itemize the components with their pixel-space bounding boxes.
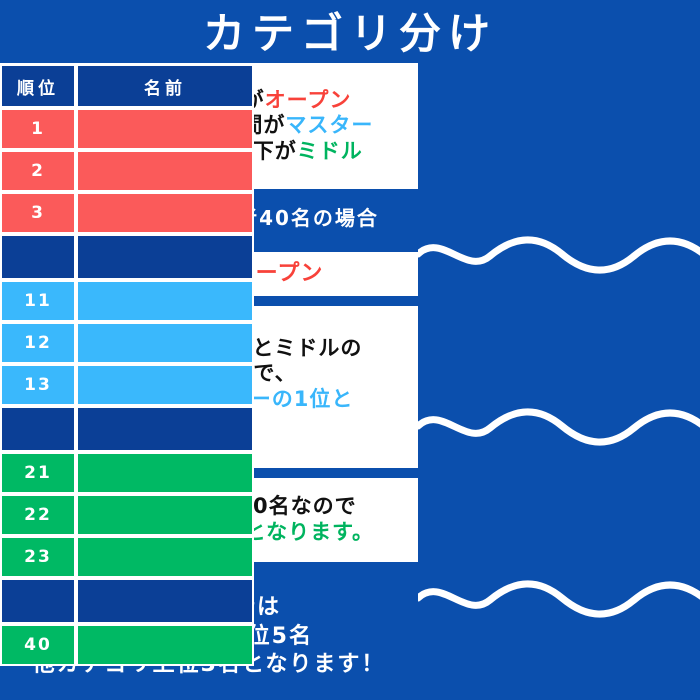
table-cell-name (76, 624, 254, 666)
page-title: カテゴリ分け (202, 8, 497, 58)
table-cell-rank: 40 (0, 624, 76, 666)
table-cell-name (76, 494, 254, 536)
text-span-open: オープン (264, 87, 352, 112)
table-cell-name (76, 108, 254, 150)
table-cell-rank (0, 578, 76, 624)
table-cell-rank: 2 (0, 150, 76, 192)
table-cell-rank: 1 (0, 108, 76, 150)
table-cell-rank: 12 (0, 322, 76, 364)
table-cell-rank: 23 (0, 536, 76, 578)
table-cell-name (76, 280, 254, 322)
table-cell-name (76, 364, 254, 406)
table-row: 22 (0, 494, 254, 536)
table-header-row: 順位 名前 (0, 64, 254, 108)
table-cell-name (76, 536, 254, 578)
table-cell-rank: 21 (0, 452, 76, 494)
wave-break-icon (418, 236, 700, 274)
table-header-cell: 名前 (76, 64, 254, 108)
table-cell-rank: 13 (0, 364, 76, 406)
table-cell-name (76, 578, 254, 624)
table-cell-rank (0, 406, 76, 452)
table-row: 1 (0, 108, 254, 150)
text-span-middle: ミドル (296, 138, 363, 163)
table-cell-name (76, 192, 254, 234)
table-row: 3 (0, 192, 254, 234)
table-cell-name (76, 150, 254, 192)
table-row: 12 (0, 322, 254, 364)
table-row-break (0, 234, 254, 280)
table-cell-name (76, 406, 254, 452)
table-cell-name (76, 234, 254, 280)
wave-break-icon (418, 580, 700, 618)
wave-break-icon (418, 408, 700, 446)
table-cell-rank: 3 (0, 192, 76, 234)
table-cell-name (76, 452, 254, 494)
table-cell-rank: 22 (0, 494, 76, 536)
table-cell-name (76, 322, 254, 364)
table-row-break (0, 406, 254, 452)
table-row: 13 (0, 364, 254, 406)
table-header-cell: 順位 (0, 64, 76, 108)
table-cell-rank: 11 (0, 280, 76, 322)
table-cell-rank (0, 234, 76, 280)
text-span-master: マスター (285, 113, 374, 138)
table-row: 40 (0, 624, 254, 666)
table-row: 23 (0, 536, 254, 578)
table-row: 21 (0, 452, 254, 494)
table-row-break (0, 578, 254, 624)
table-row: 11 (0, 280, 254, 322)
table-row: 2 (0, 150, 254, 192)
